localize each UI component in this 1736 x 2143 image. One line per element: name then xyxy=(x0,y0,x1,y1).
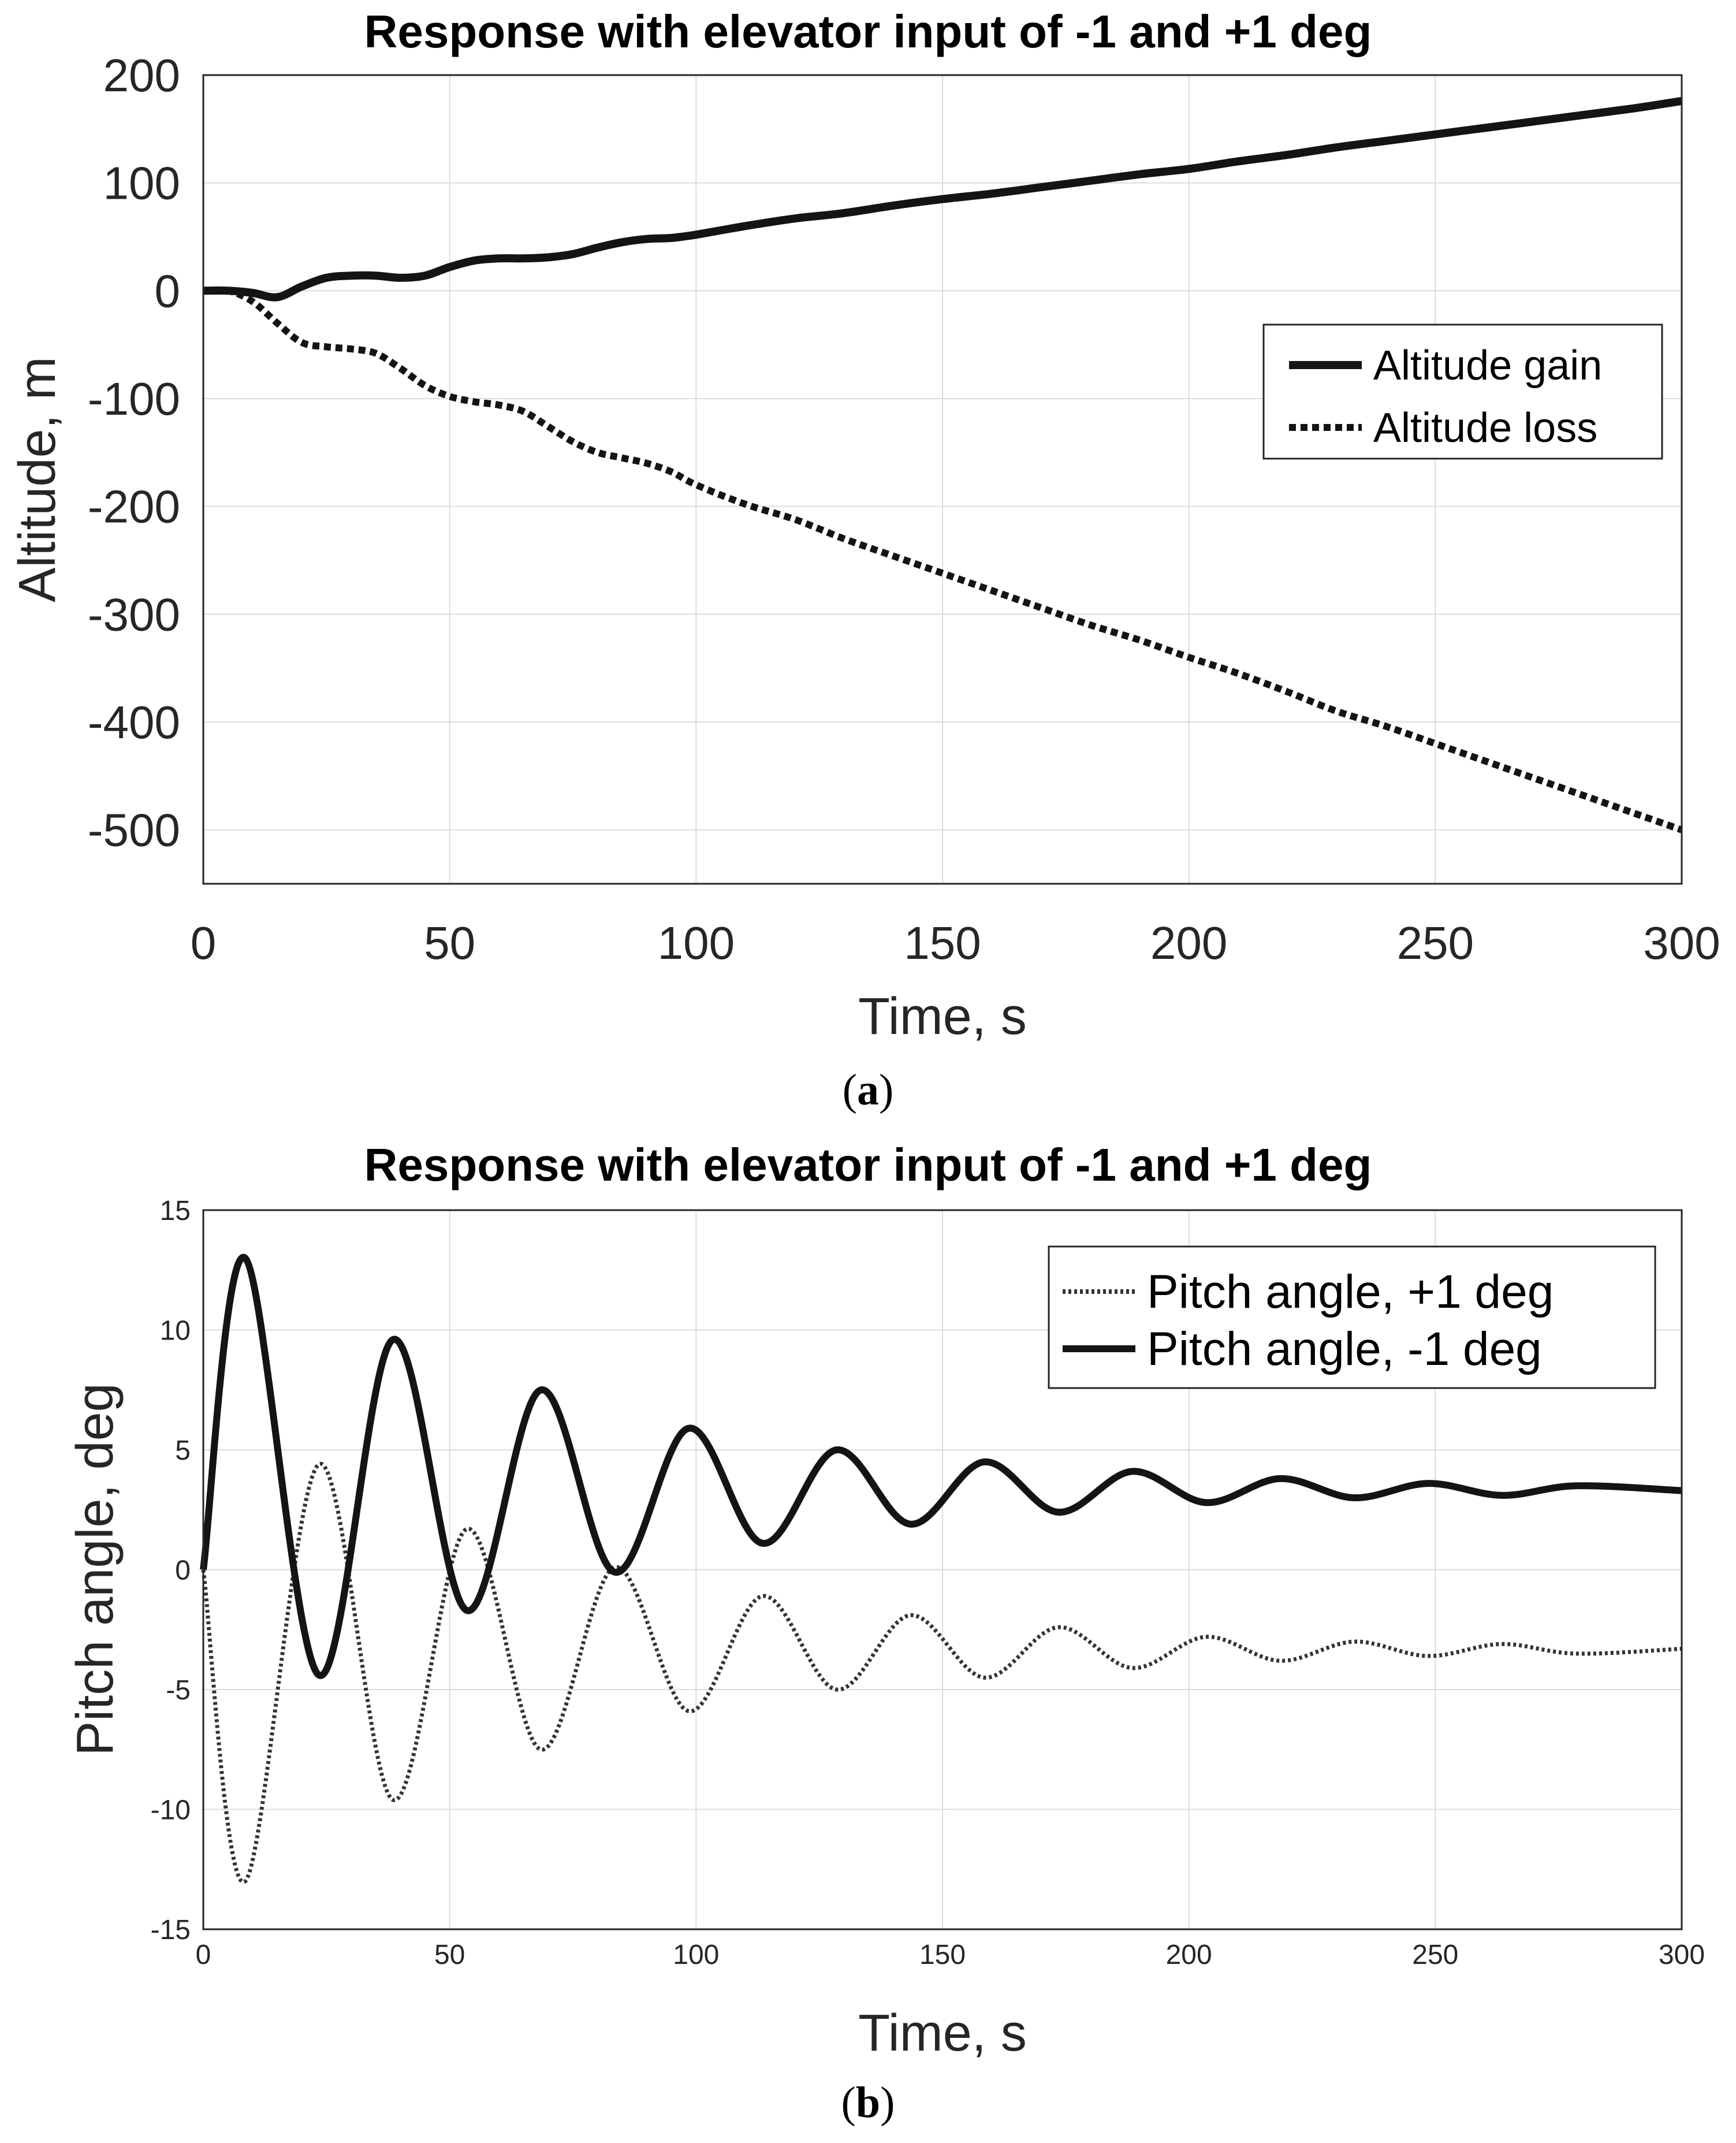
chart-b-y-tick-label: -5 xyxy=(166,1675,191,1706)
chart-a-y-tick-label: -100 xyxy=(88,373,180,425)
chart-b-x-tick-label: 100 xyxy=(673,1940,719,1970)
chart-b-legend-label-minus: Pitch angle, -1 deg xyxy=(1147,1323,1542,1375)
chart-b-x-tick-label: 250 xyxy=(1412,1940,1458,1970)
chart-a-x-tick-label: 150 xyxy=(904,917,981,969)
chart-b-caption: (b) xyxy=(841,2078,895,2127)
chart-a-caption: (a) xyxy=(843,1066,894,1114)
chart-a-y-tick-label: -500 xyxy=(88,805,180,856)
chart-b-x-tick-label: 200 xyxy=(1166,1940,1212,1970)
chart-a-x-tick-label: 100 xyxy=(658,917,735,969)
chart-a-legend-label-loss: Altitude loss xyxy=(1373,405,1597,451)
chart-a-legend: Altitude gain Altitude loss xyxy=(1264,325,1662,459)
chart-b-y-tick-label: 5 xyxy=(175,1435,191,1466)
chart-a-y-tick-label: -200 xyxy=(88,481,180,533)
chart-a-legend-label-gain: Altitude gain xyxy=(1373,343,1602,389)
chart-b-x-tick-label: 0 xyxy=(196,1940,211,1970)
chart-a-x-tick-label: 200 xyxy=(1150,917,1227,969)
chart-a-x-tick-label: 250 xyxy=(1397,917,1474,969)
chart-a-y-ticks: 200 100 0 -100 -200 -300 -400 -500 xyxy=(88,50,180,856)
chart-a-y-tick-label: -300 xyxy=(88,589,180,640)
chart-b-x-tick-label: 300 xyxy=(1659,1940,1705,1970)
chart-b-y-tick-label: -15 xyxy=(151,1915,191,1945)
chart-b-y-tick-label: -10 xyxy=(151,1795,191,1825)
chart-a-y-axis-label: Altitude, m xyxy=(9,356,66,602)
chart-b-x-tick-label: 150 xyxy=(919,1940,966,1970)
chart-a-y-tick-label: 0 xyxy=(155,265,181,317)
chart-b-y-tick-label: 0 xyxy=(175,1555,191,1586)
chart-b-y-ticks: 15 10 5 0 -5 -10 -15 xyxy=(151,1196,191,1945)
chart-a-x-tick-label: 50 xyxy=(424,917,475,969)
chart-b-y-tick-label: 15 xyxy=(160,1196,191,1226)
chart-a-x-ticks: 0 50 100 150 200 250 300 xyxy=(191,917,1720,969)
chart-b-legend-label-plus: Pitch angle, +1 deg xyxy=(1147,1266,1554,1318)
chart-a-y-tick-label: -400 xyxy=(88,697,180,748)
chart-b-legend: Pitch angle, +1 deg Pitch angle, -1 deg xyxy=(1049,1247,1655,1388)
chart-a-x-tick-label: 0 xyxy=(191,917,217,969)
chart-a-title: Response with elevator input of -1 and +… xyxy=(364,6,1372,57)
chart-b: Response with elevator input of -1 and +… xyxy=(66,1139,1705,2127)
chart-b-y-axis-label: Pitch angle, deg xyxy=(66,1383,124,1755)
chart-a-x-tick-label: 300 xyxy=(1643,917,1720,969)
chart-b-x-tick-label: 50 xyxy=(434,1940,465,1970)
chart-a: Response with elevator input of -1 and +… xyxy=(9,6,1720,1114)
chart-b-x-axis-label: Time, s xyxy=(858,2004,1027,2062)
chart-a-y-tick-label: 100 xyxy=(103,158,180,209)
chart-b-x-ticks: 0 50 100 150 200 250 300 xyxy=(196,1940,1705,1970)
chart-a-y-tick-label: 200 xyxy=(103,50,180,101)
chart-b-title: Response with elevator input of -1 and +… xyxy=(364,1139,1372,1190)
chart-a-x-axis-label: Time, s xyxy=(858,988,1027,1046)
chart-b-y-tick-label: 10 xyxy=(160,1315,191,1346)
